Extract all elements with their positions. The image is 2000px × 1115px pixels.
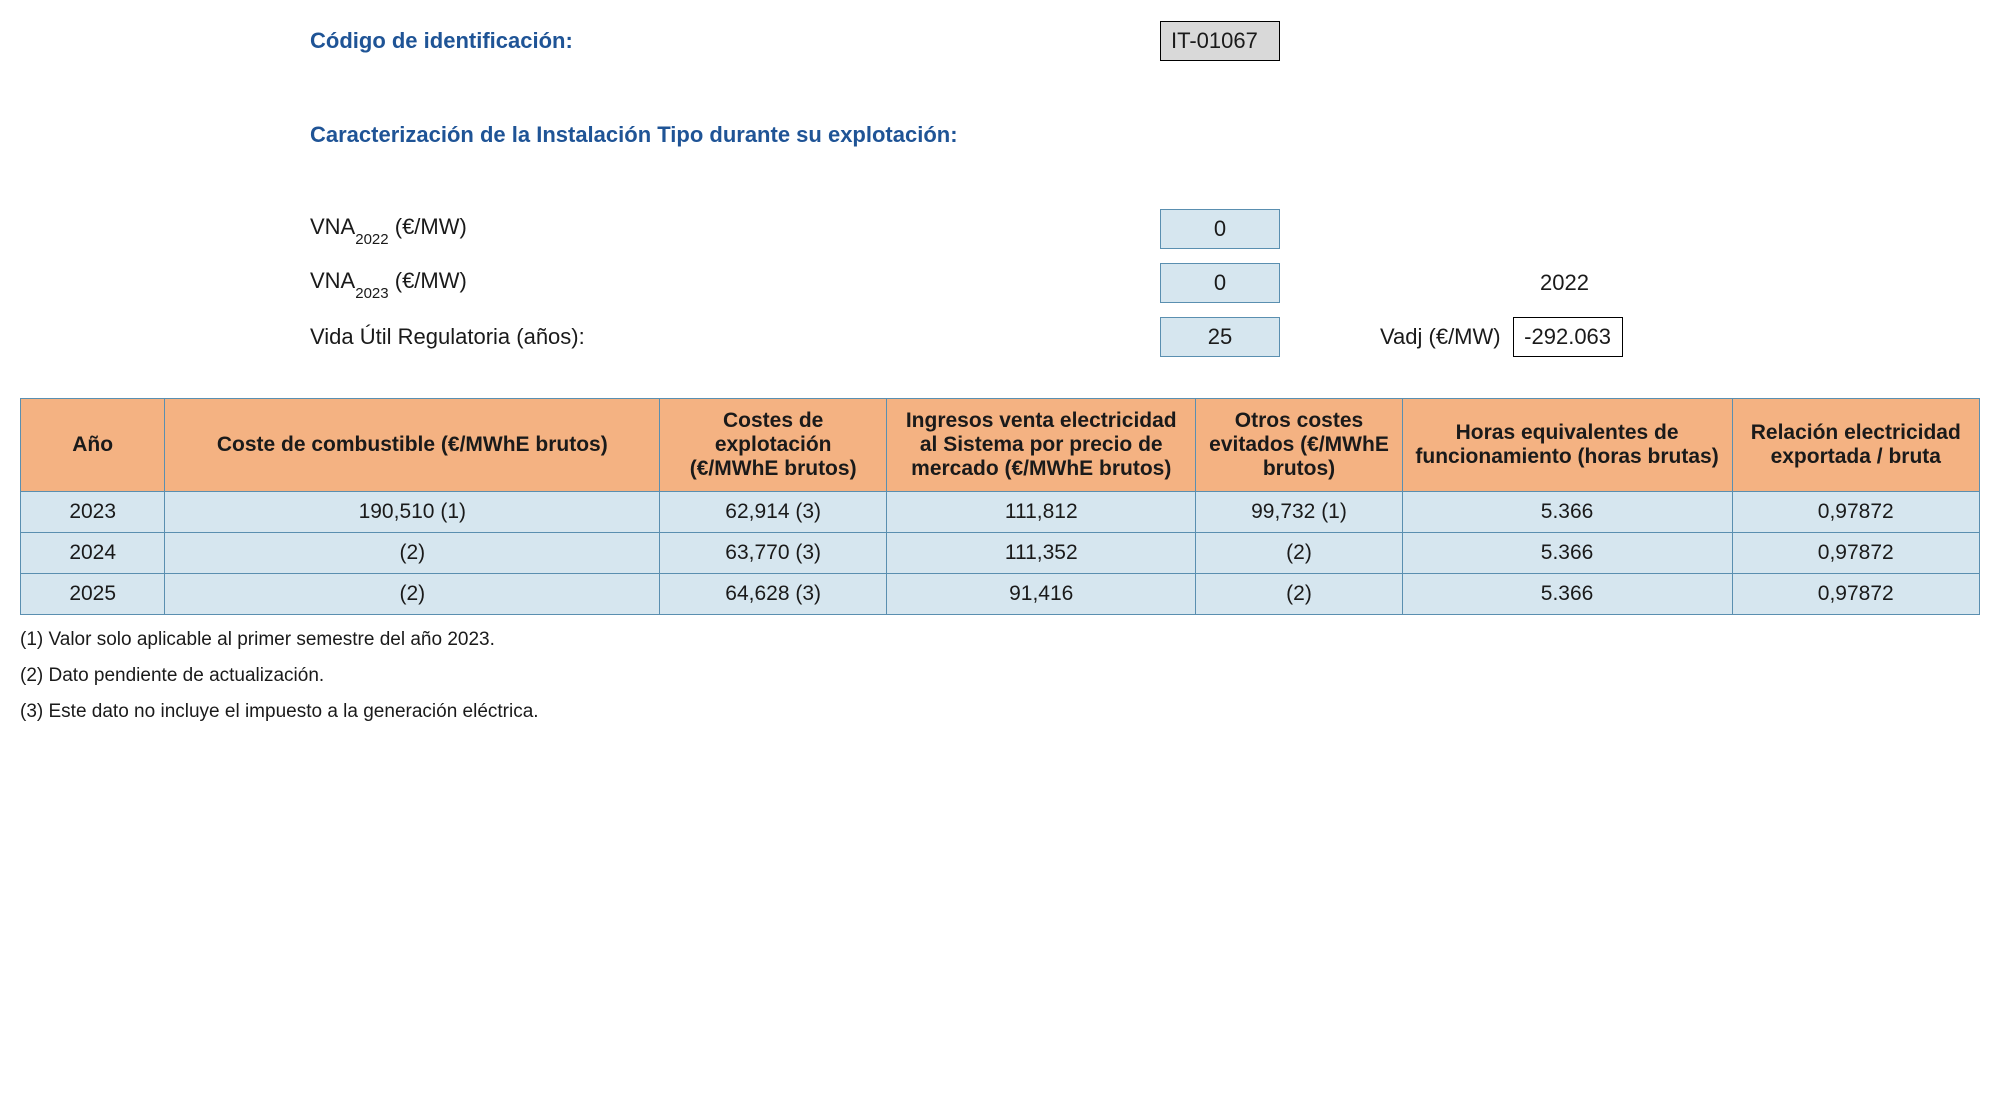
table-body: 2023 190,510 (1) 62,914 (3) 111,812 99,7… — [21, 492, 1980, 615]
footnote-1: (1) Valor solo aplicable al primer semes… — [20, 629, 1980, 651]
vida-row: Vida Útil Regulatoria (años): 25 Vadj (€… — [310, 316, 1980, 358]
table-head: Año Coste de combustible (€/MWhE brutos)… — [21, 399, 1980, 492]
cell-ingresos: 91,416 — [887, 574, 1196, 615]
cell-relacion: 0,97872 — [1732, 533, 1979, 574]
caracterizacion-row: Caracterización de la Instalación Tipo d… — [310, 114, 1980, 156]
cell-horas: 5.366 — [1402, 533, 1732, 574]
cell-ano: 2023 — [21, 492, 165, 533]
vna2022-value: 0 — [1160, 209, 1280, 249]
cell-coste-comb: (2) — [165, 574, 660, 615]
year-right: 2022 — [1540, 270, 1589, 296]
th-ano: Año — [21, 399, 165, 492]
footnote-2: (2) Dato pendiente de actualización. — [20, 665, 1980, 687]
vida-value: 25 — [1160, 317, 1280, 357]
cell-horas: 5.366 — [1402, 492, 1732, 533]
cell-costes-exp: 62,914 (3) — [660, 492, 887, 533]
vadj-label: Vadj (€/MW) — [1380, 324, 1501, 350]
th-horas: Horas equivalentes de funcionamiento (ho… — [1402, 399, 1732, 492]
th-relacion: Relación electricidad exportada / bruta — [1732, 399, 1979, 492]
table-row: 2025 (2) 64,628 (3) 91,416 (2) 5.366 0,9… — [21, 574, 1980, 615]
table-row: 2024 (2) 63,770 (3) 111,352 (2) 5.366 0,… — [21, 533, 1980, 574]
year-right-wrap: 2022 — [1320, 270, 1589, 296]
main-table: Año Coste de combustible (€/MWhE brutos)… — [20, 398, 1980, 615]
cell-coste-comb: (2) — [165, 533, 660, 574]
table-header-row: Año Coste de combustible (€/MWhE brutos)… — [21, 399, 1980, 492]
cell-relacion: 0,97872 — [1732, 492, 1979, 533]
cell-ano: 2024 — [21, 533, 165, 574]
cell-costes-exp: 64,628 (3) — [660, 574, 887, 615]
cell-ingresos: 111,352 — [887, 533, 1196, 574]
cell-otros: (2) — [1196, 574, 1402, 615]
vna2023-value: 0 — [1160, 263, 1280, 303]
header-section: Código de identificación: IT-01067 Carac… — [20, 20, 1980, 358]
vna2023-label: VNA2023 (€/MW) — [310, 268, 467, 293]
cell-otros: (2) — [1196, 533, 1402, 574]
th-ingresos: Ingresos venta electricidad al Sistema p… — [887, 399, 1196, 492]
caracterizacion-label: Caracterización de la Instalación Tipo d… — [310, 122, 958, 148]
cell-ano: 2025 — [21, 574, 165, 615]
vna2023-row: VNA2023 (€/MW) 0 2022 — [310, 262, 1980, 304]
vna2022-label: VNA2022 (€/MW) — [310, 214, 467, 239]
vadj-value: -292.063 — [1513, 317, 1623, 357]
th-costes-exp: Costes de explotación (€/MWhE brutos) — [660, 399, 887, 492]
codigo-row: Código de identificación: IT-01067 — [310, 20, 1980, 62]
vida-label: Vida Útil Regulatoria (años): — [310, 324, 585, 349]
th-otros: Otros costes evitados (€/MWhE brutos) — [1196, 399, 1402, 492]
cell-otros: 99,732 (1) — [1196, 492, 1402, 533]
cell-horas: 5.366 — [1402, 574, 1732, 615]
th-coste-comb: Coste de combustible (€/MWhE brutos) — [165, 399, 660, 492]
footnotes: (1) Valor solo aplicable al primer semes… — [20, 629, 1980, 723]
table-row: 2023 190,510 (1) 62,914 (3) 111,812 99,7… — [21, 492, 1980, 533]
vadj-wrap: Vadj (€/MW) -292.063 — [1320, 317, 1623, 357]
cell-coste-comb: 190,510 (1) — [165, 492, 660, 533]
codigo-value-box: IT-01067 — [1160, 21, 1280, 61]
cell-ingresos: 111,812 — [887, 492, 1196, 533]
vna2022-row: VNA2022 (€/MW) 0 — [310, 208, 1980, 250]
footnote-3: (3) Este dato no incluye el impuesto a l… — [20, 701, 1980, 723]
cell-relacion: 0,97872 — [1732, 574, 1979, 615]
document-container: Código de identificación: IT-01067 Carac… — [20, 20, 1980, 723]
codigo-label: Código de identificación: — [310, 28, 573, 53]
cell-costes-exp: 63,770 (3) — [660, 533, 887, 574]
